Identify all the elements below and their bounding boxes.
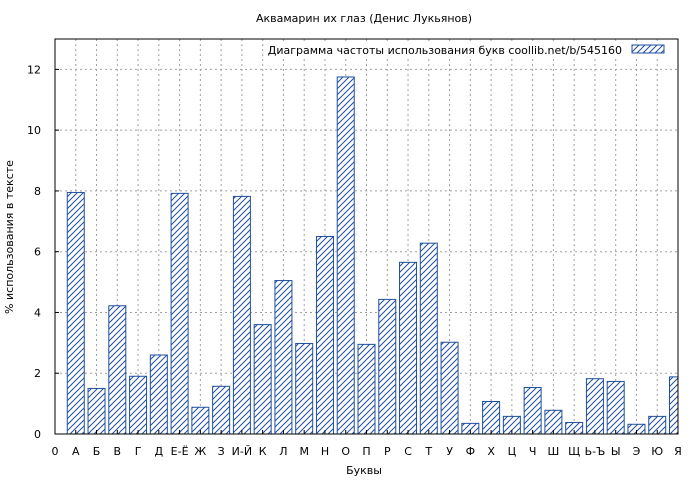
x-tick-label: Л (279, 445, 287, 458)
legend-swatch (631, 44, 665, 54)
chart-title: Аквамарин их глаз (Денис Лукьянов) (256, 12, 472, 25)
x-tick-label: Ж (194, 445, 206, 458)
x-tick-label: Г (135, 445, 142, 458)
bar-Ь-Ъ (585, 378, 604, 435)
bars (66, 76, 679, 435)
bar-М (295, 342, 314, 435)
x-tick-label: Я (674, 445, 682, 458)
bar-Т (419, 242, 438, 435)
bar-С (399, 261, 418, 435)
x-tick-label: Ш (548, 445, 560, 458)
x-tick-label: К (259, 445, 267, 458)
x-tick-label: Э (633, 445, 641, 458)
bar-А (66, 191, 85, 435)
x-tick-label: С (404, 445, 412, 458)
bar-И-Й (232, 195, 251, 435)
x-tick-label: 0 (52, 445, 59, 458)
x-tick-label: В (114, 445, 122, 458)
bar-Л (274, 280, 293, 435)
y-tick-label: 8 (34, 185, 41, 198)
x-tick-label: Ь-Ъ (585, 445, 606, 458)
x-tick-label: П (362, 445, 370, 458)
bar-В (108, 305, 127, 435)
x-tick-label: Х (487, 445, 495, 458)
x-tick-label: Ю (651, 445, 663, 458)
bar-Г (129, 375, 148, 435)
bar-Ч (523, 387, 542, 435)
x-tick-label: Ф (466, 445, 475, 458)
x-tick-label: О (341, 445, 350, 458)
x-tick-label: Щ (568, 445, 580, 458)
x-tick-label: Р (384, 445, 391, 458)
x-tick-label: Е-Ё (171, 445, 189, 458)
x-tick-label: Ч (529, 445, 537, 458)
y-tick-label: 10 (27, 124, 41, 137)
y-tick-label: 0 (34, 428, 41, 441)
bar-П (357, 343, 376, 435)
x-tick-label: Н (321, 445, 329, 458)
x-tick-label: Ы (611, 445, 621, 458)
x-tick-label: У (446, 445, 453, 458)
bar-Р (378, 298, 397, 435)
legend: Диаграмма частоты использования букв coo… (268, 42, 674, 58)
x-tick-label: А (72, 445, 80, 458)
y-axis-label: % использования в тексте (3, 160, 16, 314)
y-ticks: 0 2 4 6 8 10 12 (27, 63, 59, 441)
bar-К (253, 324, 272, 435)
x-tick-label: Т (424, 445, 432, 458)
bar-З (212, 385, 231, 435)
x-tick-label: З (218, 445, 225, 458)
legend-background (276, 42, 674, 58)
bar-У (440, 341, 459, 435)
y-tick-label: 4 (34, 306, 41, 319)
x-axis-label: Буквы (346, 464, 382, 477)
y-tick-label: 2 (34, 367, 41, 380)
x-tick-label: И-Й (232, 445, 252, 458)
y-tick-label: 12 (27, 63, 41, 76)
bar-Ж (191, 406, 210, 435)
y-tick-label: 6 (34, 246, 41, 259)
bar-Ы (606, 380, 625, 435)
bar-Н (315, 236, 334, 435)
x-tick-label: Д (155, 445, 164, 458)
bar-Б (87, 387, 106, 435)
bar-Я (669, 376, 679, 435)
x-ticks: 0 А Б В Г Д Е-Ё Ж З И-Й К Л М Н О П Р С Т У Ф Х Ц Ч Ш Щ Ь-Ъ Ы Э Ю Я (52, 430, 682, 458)
x-tick-label: Ц (508, 445, 517, 458)
bar-Х (482, 400, 501, 435)
bar-Е-Ё (170, 192, 189, 435)
bar-О (336, 76, 355, 435)
legend-label: Диаграмма частоты использования букв coo… (268, 44, 622, 57)
x-tick-label: М (299, 445, 309, 458)
x-tick-label: Б (93, 445, 101, 458)
grid (55, 39, 678, 434)
bar-Д (149, 354, 168, 435)
